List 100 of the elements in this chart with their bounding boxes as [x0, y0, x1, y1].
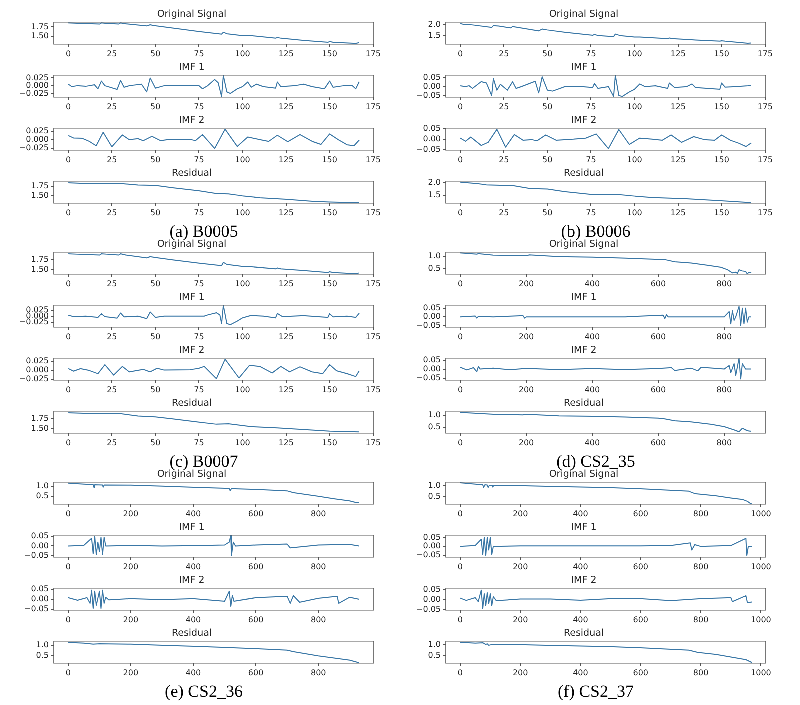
x-tick-label: 0: [66, 438, 72, 448]
y-tick-label: 0.00: [423, 364, 441, 374]
x-tick-label: 600: [248, 668, 264, 678]
x-tick-label: 200: [123, 668, 139, 678]
x-tick-label: 50: [542, 155, 553, 164]
x-tick-label: 600: [633, 668, 649, 678]
x-tick-label: 25: [107, 332, 118, 342]
y-tick-label: 1.0: [428, 251, 441, 260]
x-tick-label: 75: [586, 208, 596, 218]
x-tick-label: 75: [194, 332, 204, 342]
chart-title: Residual: [172, 628, 212, 640]
x-tick-label: 800: [716, 332, 732, 342]
x-tick-label: 800: [716, 438, 732, 448]
x-tick-label: 100: [235, 438, 250, 448]
text: (e) CS2_36: [164, 682, 244, 702]
chart-title: IMF 2: [179, 345, 205, 356]
y-tick-label: 0.000: [26, 134, 49, 144]
text: (a) B0005: [170, 222, 240, 241]
x-tick-label: 0: [66, 668, 71, 678]
x-tick-label: 150: [322, 438, 338, 448]
x-tick-label: 400: [186, 615, 202, 624]
y-tick-label: 0.05: [423, 355, 441, 364]
x-tick-label: 75: [586, 155, 596, 164]
y-tick-label: 1.50: [31, 191, 49, 200]
x-tick-label: 50: [542, 102, 553, 112]
x-tick-label: 25: [107, 102, 118, 112]
y-tick-label: 0.000: [26, 365, 49, 374]
x-tick-label: 600: [248, 562, 264, 572]
x-tick-label: 200: [123, 562, 139, 572]
y-tick-label: 0.5: [36, 492, 49, 501]
x-tick-label: 400: [186, 668, 202, 678]
y-tick-label: 0.05: [423, 72, 441, 82]
x-tick-label: 400: [584, 332, 600, 342]
y-tick-label: 0.025: [26, 126, 49, 136]
x-tick-label: 1000: [751, 509, 772, 518]
x-tick-label: 25: [107, 438, 118, 448]
x-tick-label: 100: [235, 385, 250, 394]
x-tick-label: 75: [586, 102, 596, 112]
x-tick-label: 125: [670, 155, 686, 164]
text: (b) B0006: [561, 222, 632, 241]
y-tick-label: 0.5: [428, 422, 441, 432]
chart-title: IMF 1: [179, 62, 205, 74]
x-tick-label: 175: [366, 279, 382, 288]
y-tick-label: 1.75: [31, 254, 49, 264]
x-tick-label: 150: [714, 49, 730, 58]
x-tick-label: 150: [714, 208, 730, 218]
x-tick-label: 400: [186, 562, 202, 572]
x-tick-label: 800: [310, 668, 326, 678]
x-tick-label: 800: [693, 562, 709, 572]
x-tick-label: 0: [66, 332, 72, 342]
x-tick-label: 50: [150, 208, 161, 218]
x-tick-label: 200: [518, 332, 534, 342]
x-tick-label: 150: [322, 49, 338, 58]
x-tick-label: 600: [633, 615, 649, 624]
x-tick-label: 25: [499, 102, 510, 112]
x-tick-label: 0: [66, 102, 72, 112]
x-tick-label: 50: [150, 49, 161, 58]
y-tick-label: 1.0: [428, 640, 441, 650]
x-tick-label: 600: [650, 279, 666, 288]
chart-title: IMF 2: [571, 115, 597, 126]
y-tick-label: 1.75: [31, 181, 49, 190]
x-tick-label: 175: [758, 49, 774, 58]
x-tick-label: 0: [458, 49, 464, 58]
chart-title: Original Signal: [157, 9, 227, 20]
x-tick-label: 800: [310, 615, 326, 624]
chart-title: Residual: [564, 398, 604, 410]
x-tick-label: 75: [194, 438, 204, 448]
chart-title: Original Signal: [157, 469, 227, 480]
x-tick-label: 400: [573, 509, 588, 518]
x-tick-label: 125: [278, 438, 294, 448]
y-tick-label: 1.50: [31, 264, 49, 274]
x-tick-label: 50: [542, 49, 553, 58]
chart-title: IMF 1: [179, 292, 205, 304]
y-tick-label: 0.05: [423, 532, 441, 542]
x-tick-label: 175: [366, 49, 382, 58]
chart-title: Original Signal: [549, 239, 619, 250]
x-tick-label: 50: [150, 385, 161, 394]
x-tick-label: 75: [194, 49, 204, 58]
x-tick-label: 200: [512, 562, 528, 572]
x-tick-label: 0: [66, 562, 71, 572]
x-tick-label: 0: [458, 615, 463, 624]
x-tick-label: 0: [66, 155, 72, 164]
x-tick-label: 600: [650, 332, 666, 342]
chart-title: IMF 1: [179, 522, 205, 534]
y-tick-label: 0.5: [36, 651, 49, 660]
y-tick-label: −0.05: [416, 550, 441, 560]
x-tick-label: 200: [512, 615, 528, 624]
x-tick-label: 25: [107, 208, 118, 218]
x-tick-label: 50: [542, 208, 553, 218]
x-tick-label: 800: [716, 385, 732, 394]
y-tick-label: 0.00: [423, 594, 441, 604]
y-tick-label: 1.0: [428, 410, 441, 420]
x-tick-label: 175: [366, 438, 382, 448]
x-tick-label: 600: [248, 509, 264, 518]
x-tick-label: 200: [123, 509, 139, 518]
chart-title: Residual: [564, 628, 604, 640]
y-tick-label: 0.00: [423, 312, 441, 322]
x-tick-label: 800: [693, 615, 709, 624]
x-tick-label: 50: [150, 155, 161, 164]
y-tick-label: −0.025: [19, 318, 49, 327]
